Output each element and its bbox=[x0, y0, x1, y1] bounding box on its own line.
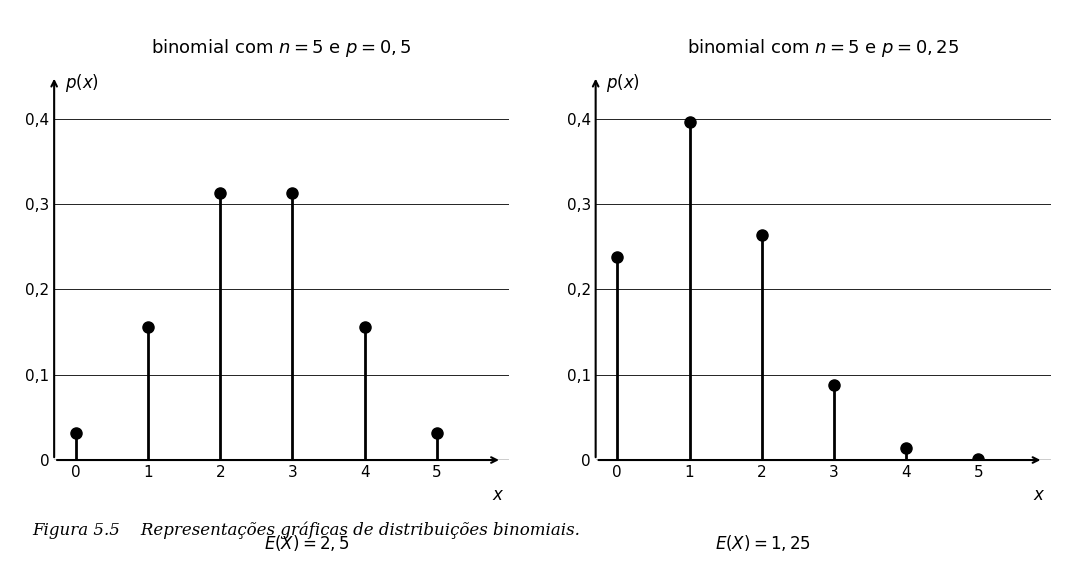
Text: Figura 5.5    Representações gráficas de distribuições binomiais.: Figura 5.5 Representações gráficas de di… bbox=[32, 521, 580, 539]
Text: $p(x)$: $p(x)$ bbox=[606, 72, 640, 94]
Text: $x$: $x$ bbox=[1033, 486, 1046, 504]
Title: binomial com $n = 5$ e $p = 0,5$: binomial com $n = 5$ e $p = 0,5$ bbox=[152, 38, 412, 59]
Title: binomial com $n = 5$ e $p = 0,25$: binomial com $n = 5$ e $p = 0,25$ bbox=[687, 38, 960, 59]
Text: $x$: $x$ bbox=[492, 486, 505, 504]
Text: $E(X) = 1,25$: $E(X) = 1,25$ bbox=[715, 532, 811, 553]
Text: $p(x)$: $p(x)$ bbox=[65, 72, 99, 94]
Text: $E(X) = 2,5$: $E(X) = 2,5$ bbox=[263, 532, 349, 553]
